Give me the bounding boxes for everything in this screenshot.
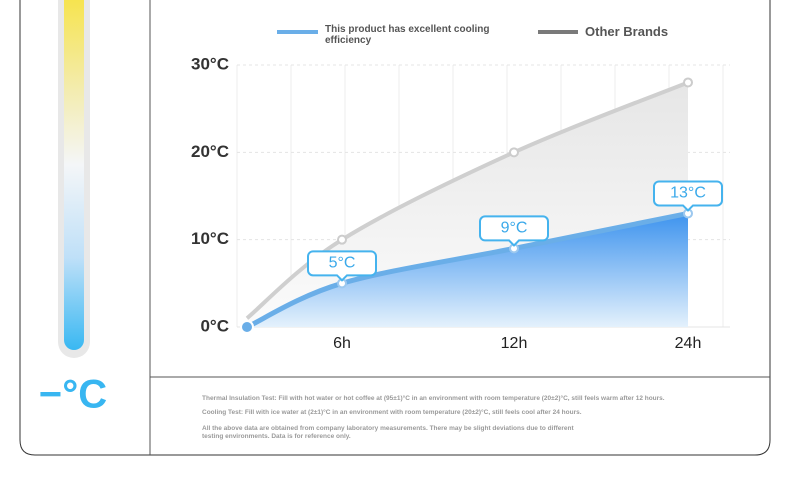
thermometer (64, 0, 84, 350)
point (509, 147, 519, 158)
point (240, 320, 254, 334)
point (683, 77, 693, 88)
y-tick-label: 0°C (200, 316, 229, 335)
point (337, 234, 347, 245)
data-label: 9°C (501, 220, 528, 237)
note: Cooling Test: Fill with ice water at (2±… (202, 409, 582, 416)
y-tick-label: 20°C (191, 142, 229, 161)
data-label: 5°C (329, 255, 356, 272)
label-bubble (479, 215, 549, 247)
area (247, 213, 688, 327)
note: All the above data are obtained from com… (202, 425, 574, 440)
legend-label: This product has excellent cooling effic… (325, 24, 490, 46)
legend-label: Other Brands (585, 24, 669, 39)
badge: −°C (39, 373, 107, 417)
label-bubble (653, 180, 723, 212)
y-tick-label: 30°C (191, 54, 229, 73)
label-bubble (307, 250, 377, 282)
y-tick-label: 10°C (191, 229, 229, 248)
card-border (19, 0, 771, 456)
data-label: 13°C (670, 185, 706, 202)
x-tick-label: 6h (333, 335, 351, 352)
line (245, 80, 689, 320)
x-tick-label: 24h (675, 335, 702, 352)
line (245, 211, 689, 330)
x-tick-label: 12h (501, 335, 528, 352)
note: Thermal Insulation Test: Fill with hot w… (202, 395, 665, 402)
